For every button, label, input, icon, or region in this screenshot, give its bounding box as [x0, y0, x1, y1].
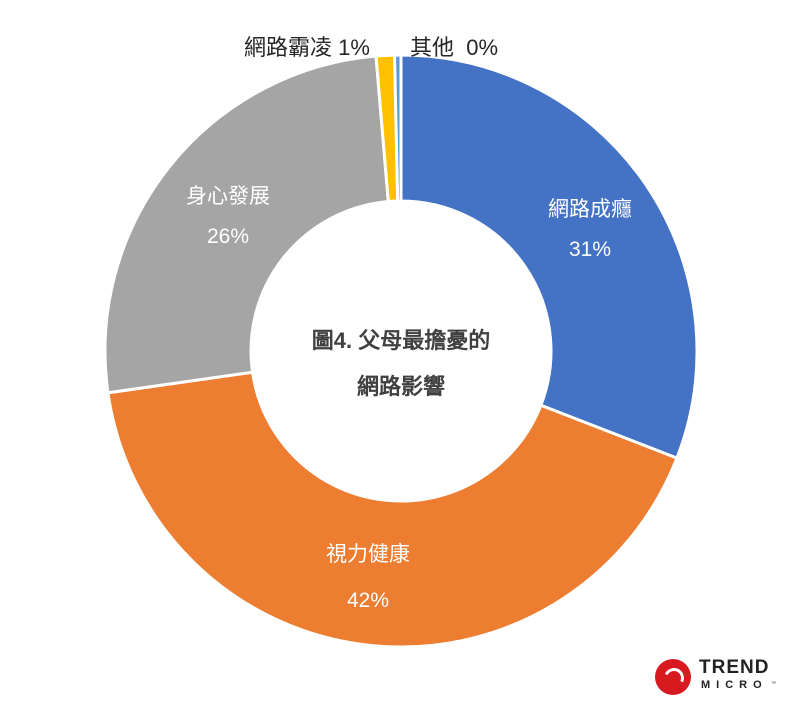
- data-label-cyberbullying: 網路霸凌 1%: [244, 35, 370, 60]
- data-label-other: 其他 0%: [410, 35, 499, 60]
- label-percent: 31%: [568, 238, 612, 261]
- logo-trademark: ™: [771, 681, 776, 687]
- chart-title-line-1: 圖4. 父母最擔憂的: [311, 328, 491, 353]
- logo-text-micro: MICRO: [701, 679, 768, 691]
- donut-slice-5: [392, 53, 403, 203]
- label-name: 身心發展: [186, 185, 270, 208]
- label-percent: 42%: [346, 589, 390, 612]
- data-label-development: 身心發展 26%: [158, 177, 298, 257]
- data-label-internet-addiction: 網路成癮 31%: [520, 190, 660, 270]
- label-percent: 26%: [206, 225, 250, 248]
- donut-slice-1: [399, 53, 699, 461]
- donut-slice-2: [106, 370, 679, 649]
- trend-micro-logo: TREND MICRO ™: [655, 655, 776, 699]
- chart-title-line-2: 網路影響: [356, 374, 445, 399]
- trend-micro-logo-icon: [655, 659, 691, 695]
- donut-slice-3: [103, 54, 390, 395]
- data-label-vision-health: 視力健康 42%: [298, 532, 438, 624]
- logo-text-trend: TREND: [699, 657, 770, 678]
- label-name: 視力健康: [326, 543, 410, 566]
- label-name: 網路成癮: [548, 198, 632, 221]
- chart-title: 圖4. 父母最擔憂的 網路影響: [251, 318, 551, 410]
